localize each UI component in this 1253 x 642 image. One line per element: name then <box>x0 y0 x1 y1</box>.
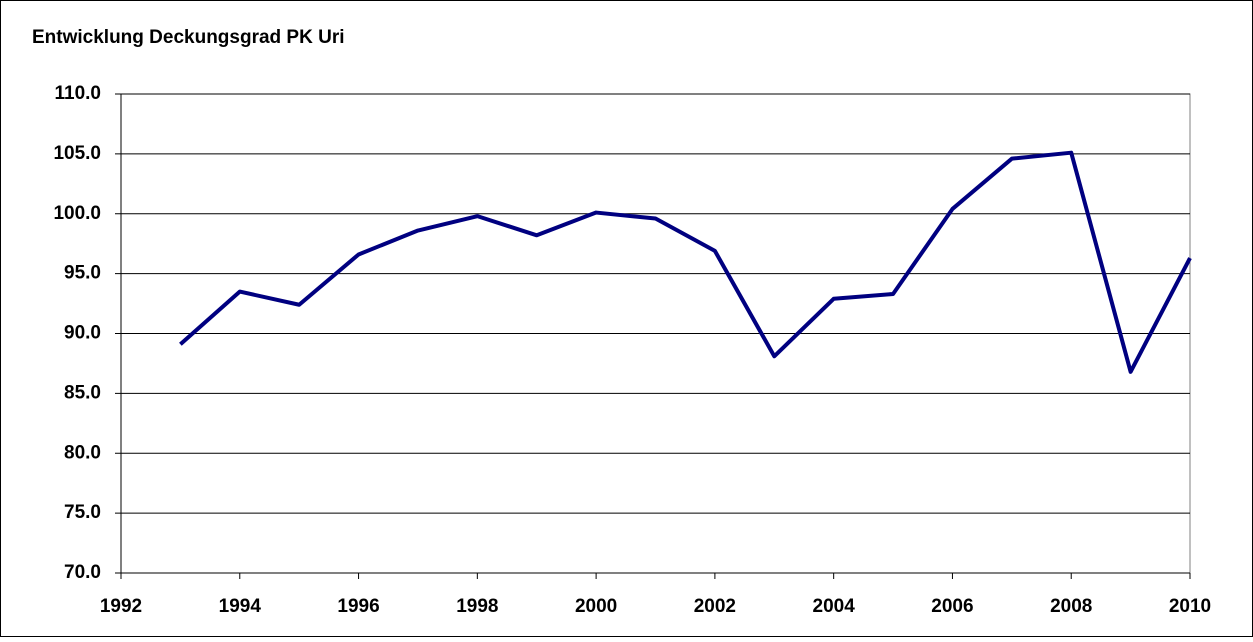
data-line <box>179 150 1192 374</box>
y-tick-label: 100.0 <box>53 203 101 224</box>
y-tick-label: 75.0 <box>64 502 101 523</box>
x-tick-label: 1996 <box>337 596 379 617</box>
x-tick-label: 1998 <box>456 596 498 617</box>
y-tick-label: 85.0 <box>64 382 101 403</box>
y-tick-label: 70.0 <box>64 562 101 583</box>
x-tick-label: 2006 <box>931 596 973 617</box>
x-tick-label: 2010 <box>1169 596 1211 617</box>
x-tick-label: 2000 <box>575 596 617 617</box>
y-tick-label: 110.0 <box>55 83 102 104</box>
x-tick-label: 1994 <box>219 596 262 617</box>
x-tick-label: 2002 <box>694 596 736 617</box>
x-tick-label: 2008 <box>1050 596 1092 617</box>
chart-title: Entwicklung Deckungsgrad PK Uri <box>32 27 345 48</box>
y-tick-label: 105.0 <box>53 143 101 164</box>
x-tick-label: 2004 <box>813 596 856 617</box>
y-tick-label: 80.0 <box>64 442 101 463</box>
y-tick-label: 95.0 <box>64 263 101 284</box>
x-tick-label: 1992 <box>100 596 142 617</box>
y-tick-label: 90.0 <box>64 323 101 344</box>
